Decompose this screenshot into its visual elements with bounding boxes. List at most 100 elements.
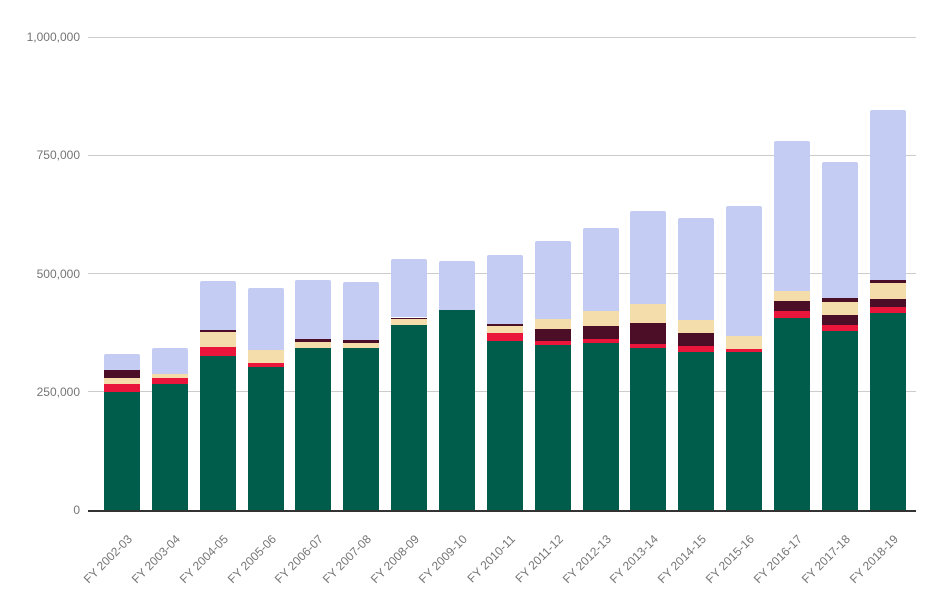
bar-stack-fy-2017-18[interactable] (821, 162, 858, 510)
bar-stack-fy-2014-15[interactable] (678, 217, 715, 510)
bar-segment-lavender[interactable] (582, 227, 619, 311)
bar-segment-dark-green[interactable] (726, 351, 763, 510)
bar-segment-lavender[interactable] (438, 261, 475, 311)
bar-segment-dark-green[interactable] (534, 344, 571, 510)
bar-segment-lavender[interactable] (151, 348, 188, 374)
bar-segment-dark-maroon-upper[interactable] (104, 370, 140, 379)
bar-segment-lavender[interactable] (391, 259, 428, 318)
bar-segment-cream[interactable] (869, 282, 906, 300)
bar-stack-fy-2013-14[interactable] (630, 211, 667, 510)
bar-segment-dark-maroon-upper[interactable] (391, 317, 428, 320)
bar-segment-dark-green[interactable] (295, 348, 332, 510)
bar-segment-lavender[interactable] (630, 211, 667, 305)
bar-segment-red[interactable] (630, 343, 667, 349)
bar-segment-red[interactable] (199, 347, 236, 356)
bar-segment-lavender[interactable] (199, 280, 236, 331)
bar-segment-dark-green[interactable] (199, 355, 236, 510)
bar-segment-dark-maroon-lower[interactable] (773, 301, 810, 311)
bar-segment-cream[interactable] (343, 342, 380, 349)
bar-segment-dark-green[interactable] (438, 310, 475, 510)
bar-segment-dark-green[interactable] (773, 317, 810, 510)
bar-stack-fy-2005-06[interactable] (247, 287, 284, 510)
bar-segment-dark-green[interactable] (391, 324, 428, 510)
bar-stack-fy-2010-11[interactable] (486, 254, 523, 510)
bar-segment-dark-green[interactable] (678, 351, 715, 510)
bar-segment-cream[interactable] (773, 290, 810, 302)
bar-segment-dark-maroon-upper[interactable] (295, 339, 332, 343)
bar-segment-dark-green[interactable] (630, 348, 667, 510)
bar-segment-cream[interactable] (678, 320, 715, 333)
bar-segment-dark-green[interactable] (869, 312, 906, 510)
bar-segment-dark-green[interactable] (151, 384, 188, 510)
bar-segment-dark-maroon-upper[interactable] (199, 330, 236, 333)
bar-segment-lavender[interactable] (104, 353, 140, 371)
bar-segment-dark-maroon-lower[interactable] (821, 315, 858, 326)
bar-segment-dark-maroon-lower[interactable] (582, 326, 619, 340)
bar-segment-dark-maroon-lower[interactable] (678, 332, 715, 346)
bar-stack-fy-2018-19[interactable] (869, 110, 906, 510)
x-tick-label: FY 2002-03 (80, 532, 135, 587)
bar-segment-red[interactable] (486, 333, 523, 341)
bar-segment-dark-maroon-upper[interactable] (821, 298, 858, 303)
bar-segment-cream[interactable] (726, 335, 763, 350)
bar-stack-fy-2012-13[interactable] (582, 227, 619, 510)
bar-segment-dark-maroon-upper[interactable] (343, 339, 380, 343)
bar-segment-dark-green[interactable] (582, 342, 619, 510)
bar-segment-red[interactable] (678, 345, 715, 352)
bar-segment-red[interactable] (104, 383, 140, 392)
bar-segment-lavender[interactable] (486, 254, 523, 324)
bar-segment-lavender[interactable] (534, 241, 571, 319)
bar-stack-fy-2003-04[interactable] (151, 348, 188, 510)
bar-segment-cream[interactable] (534, 318, 571, 329)
bar-segment-red[interactable] (869, 306, 906, 313)
bar-stack-fy-2016-17[interactable] (773, 141, 810, 510)
bar-segment-dark-maroon-lower[interactable] (630, 323, 667, 344)
bar-stack-fy-2009-10[interactable] (438, 261, 475, 510)
x-axis-baseline (88, 510, 916, 512)
bar-segment-cream[interactable] (151, 373, 188, 379)
bar-segment-lavender[interactable] (343, 281, 380, 340)
bar-segment-dark-maroon-upper[interactable] (486, 323, 523, 326)
bar-stack-fy-2004-05[interactable] (199, 280, 236, 510)
bar-segment-cream[interactable] (247, 349, 284, 364)
bar-segment-red[interactable] (773, 310, 810, 318)
bar-segment-red[interactable] (534, 340, 571, 345)
y-tick-label: 250,000 (36, 384, 80, 399)
bar-segment-red[interactable] (821, 325, 858, 331)
bar-segment-cream[interactable] (821, 302, 858, 316)
bar-segment-dark-green[interactable] (247, 366, 284, 510)
bar-segment-cream[interactable] (486, 325, 523, 334)
bar-segment-lavender[interactable] (773, 141, 810, 291)
bar-segment-red[interactable] (726, 349, 763, 352)
bar-segment-cream[interactable] (391, 319, 428, 325)
bar-stack-fy-2008-09[interactable] (391, 259, 428, 510)
bar-stack-fy-2011-12[interactable] (534, 241, 571, 510)
bar-segment-red[interactable] (247, 363, 284, 367)
bar-segment-dark-green[interactable] (821, 330, 858, 510)
bar-segment-cream[interactable] (630, 304, 667, 324)
bar-stack-fy-2007-08[interactable] (343, 281, 380, 510)
bar-segment-red[interactable] (582, 339, 619, 343)
bar-segment-dark-green[interactable] (343, 348, 380, 510)
bar-segment-cream[interactable] (199, 332, 236, 348)
bar-segment-lavender[interactable] (295, 279, 332, 340)
bar-segment-dark-maroon-lower[interactable] (534, 328, 571, 341)
bar-stack-fy-2006-07[interactable] (295, 279, 332, 510)
bar-segment-lavender[interactable] (821, 162, 858, 299)
bar-segment-dark-maroon-lower[interactable] (869, 299, 906, 307)
bar-stack-fy-2002-03[interactable] (104, 353, 140, 510)
bar-segment-dark-maroon-upper[interactable] (869, 280, 906, 283)
bar-segment-lavender[interactable] (869, 110, 906, 281)
bar-segment-cream[interactable] (295, 342, 332, 349)
bar-segment-lavender[interactable] (726, 205, 763, 336)
bar-stack-fy-2015-16[interactable] (726, 205, 763, 510)
bar-segment-cream[interactable] (582, 310, 619, 326)
bar-segment-dark-green[interactable] (486, 340, 523, 510)
y-tick-label: 750,000 (36, 148, 80, 163)
bar-segment-cream[interactable] (104, 378, 140, 384)
bar-segment-dark-green[interactable] (104, 391, 140, 510)
bar-segment-red[interactable] (151, 378, 188, 385)
bar-segment-lavender[interactable] (247, 287, 284, 350)
bar-segment-lavender[interactable] (678, 217, 715, 321)
